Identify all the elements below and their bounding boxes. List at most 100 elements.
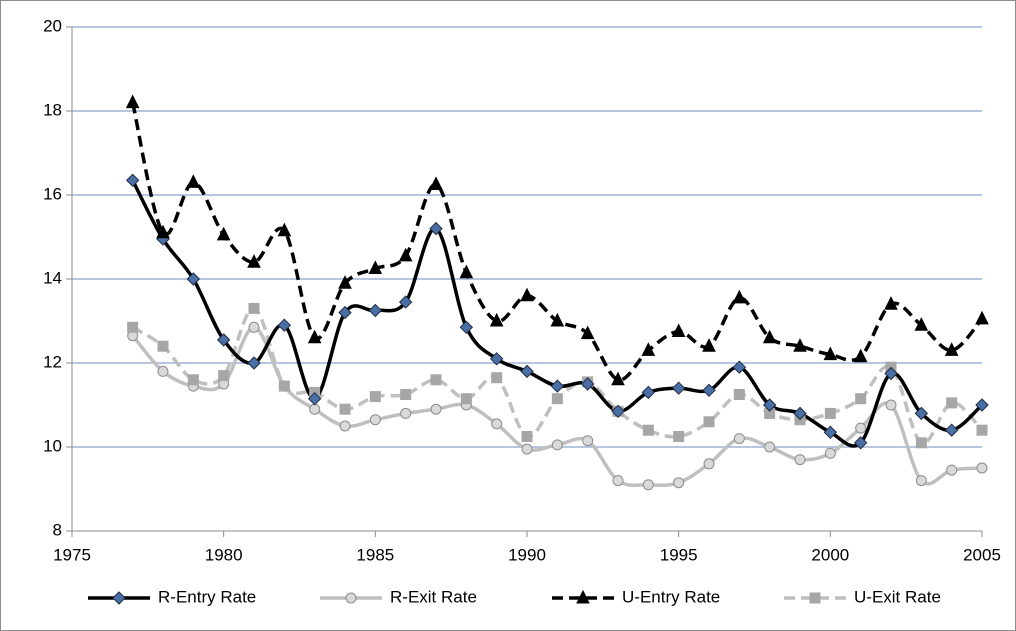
data-point (459, 264, 474, 279)
data-point (551, 439, 563, 451)
data-point (853, 348, 868, 363)
data-point (793, 338, 807, 352)
data-point (793, 406, 807, 421)
data-point (521, 443, 533, 455)
data-point (671, 323, 686, 337)
data-point (429, 221, 443, 236)
data-point (186, 174, 201, 188)
data-point (853, 436, 868, 450)
data-point (157, 365, 169, 377)
data-point (520, 364, 534, 379)
data-point (218, 370, 230, 382)
data-point (642, 424, 654, 436)
data-point (248, 321, 260, 333)
data-point (702, 338, 716, 352)
x-tick-label: 2005 (963, 545, 1001, 564)
data-point (733, 389, 745, 400)
data-point (944, 423, 959, 437)
data-point (824, 447, 836, 459)
data-point (642, 479, 654, 491)
data-point (277, 318, 292, 332)
data-point (398, 247, 413, 262)
data-point (975, 310, 989, 325)
data-point (823, 425, 838, 440)
x-tick-label: 1995 (660, 545, 698, 564)
legend-marker (112, 591, 126, 605)
data-point (914, 317, 929, 331)
y-tick-label: 12 (43, 352, 62, 371)
data-point (550, 312, 565, 327)
legend-marker (809, 592, 821, 604)
data-point (216, 333, 231, 347)
data-point (277, 222, 292, 237)
y-tick-label: 20 (43, 16, 62, 35)
data-point (459, 320, 474, 335)
data-point (550, 379, 565, 393)
data-point (762, 398, 777, 412)
y-tick-label: 10 (43, 436, 62, 455)
data-point (127, 321, 139, 333)
series-line (131, 179, 984, 448)
data-point (247, 254, 261, 268)
data-point (885, 399, 897, 411)
data-point (582, 435, 594, 447)
data-point (369, 391, 381, 403)
data-point (824, 407, 836, 419)
data-point (216, 226, 231, 241)
data-point (915, 437, 927, 449)
x-tick-label: 1990 (508, 545, 546, 564)
data-point (157, 340, 169, 352)
data-point (764, 441, 776, 453)
data-point (248, 302, 260, 314)
data-point (702, 383, 716, 398)
data-point (794, 454, 806, 466)
data-point (338, 305, 352, 320)
data-point (915, 475, 927, 487)
data-point (460, 393, 472, 405)
x-tick-label: 2000 (811, 545, 849, 564)
x-tick-label: 1985 (356, 545, 394, 564)
legend-marker (345, 592, 357, 604)
data-point (884, 296, 898, 310)
legend-label: R-Entry Rate (158, 587, 256, 606)
data-point (855, 393, 867, 405)
y-tick-label: 18 (43, 100, 62, 119)
data-point (946, 464, 958, 476)
data-point (703, 458, 715, 470)
data-point (125, 94, 140, 109)
legend-label: U-Exit Rate (854, 587, 941, 606)
data-point (520, 287, 534, 302)
data-point (430, 374, 442, 386)
data-point (278, 380, 290, 392)
data-point (975, 398, 989, 412)
data-point (400, 389, 412, 400)
data-point (611, 371, 625, 386)
data-point (733, 433, 745, 445)
data-point (489, 312, 504, 327)
data-point (491, 418, 503, 430)
data-point (823, 346, 838, 361)
x-tick-label: 1975 (53, 545, 91, 564)
legend-label: U-Entry Rate (622, 587, 720, 606)
data-point (944, 342, 959, 356)
x-tick-label: 1980 (205, 545, 243, 564)
data-point (580, 325, 595, 340)
data-point (187, 374, 199, 386)
data-point (641, 385, 656, 400)
data-point (368, 260, 383, 274)
data-point (489, 352, 504, 366)
data-point (398, 295, 413, 309)
data-point (732, 360, 747, 374)
data-point (307, 391, 322, 406)
data-point (156, 224, 170, 239)
data-point (338, 275, 352, 289)
data-point (611, 404, 625, 419)
data-point (703, 416, 715, 428)
data-point (429, 176, 443, 190)
data-point (339, 403, 351, 415)
y-tick-label: 16 (43, 184, 62, 203)
data-point (430, 403, 442, 415)
data-point (855, 422, 867, 434)
data-point (369, 414, 381, 426)
